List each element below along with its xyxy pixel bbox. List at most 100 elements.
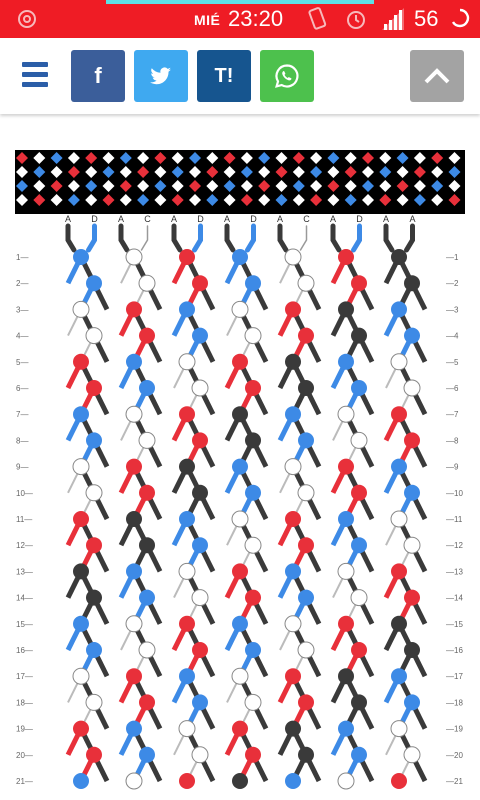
preview-knot xyxy=(362,180,374,192)
preview-knot xyxy=(310,152,323,164)
row-number-right: —9 xyxy=(446,463,459,472)
knot xyxy=(86,432,102,449)
knot xyxy=(179,249,195,265)
knot xyxy=(139,746,155,763)
preview-knot xyxy=(344,180,357,192)
knot xyxy=(285,668,301,685)
preview-knot xyxy=(240,180,253,192)
preview-knot xyxy=(396,194,409,206)
preview-knot xyxy=(431,194,444,206)
preview-knot xyxy=(137,152,150,164)
preview-knot xyxy=(379,180,392,192)
knot xyxy=(85,327,103,345)
knot xyxy=(192,432,208,449)
knot xyxy=(404,275,420,292)
knot xyxy=(72,458,90,476)
row-number-right: —13 xyxy=(446,567,463,576)
row-number-left: 1— xyxy=(16,253,28,262)
knot xyxy=(139,327,155,344)
row-number-left: 12— xyxy=(16,541,33,550)
knot xyxy=(337,562,355,580)
knot xyxy=(297,641,315,659)
string-label: A xyxy=(65,214,71,224)
preview-knot xyxy=(344,166,357,178)
preview-knot xyxy=(310,166,323,178)
knot xyxy=(351,642,367,658)
knot xyxy=(245,432,261,449)
knot xyxy=(350,431,368,449)
knot xyxy=(284,615,302,633)
knot xyxy=(191,746,209,764)
preview-knot xyxy=(396,180,409,192)
string-label: A xyxy=(330,214,336,224)
row-number-left: 4— xyxy=(16,332,28,341)
knot xyxy=(285,301,301,318)
row-number-left: 15— xyxy=(16,620,33,629)
knot xyxy=(73,406,89,423)
knot xyxy=(298,589,314,606)
knot xyxy=(86,642,102,658)
row-number-right: —18 xyxy=(446,698,463,707)
knot xyxy=(192,642,208,658)
knot xyxy=(390,353,408,371)
settings-icon xyxy=(18,10,36,28)
row-number-left: 13— xyxy=(16,567,33,576)
knot xyxy=(139,589,155,606)
knot xyxy=(126,458,142,475)
preview-knot xyxy=(396,166,409,178)
preview-knot xyxy=(119,194,132,206)
preview-knot xyxy=(189,194,201,206)
knot xyxy=(125,772,143,790)
string-top xyxy=(140,225,149,251)
knot xyxy=(232,563,248,580)
knot xyxy=(351,380,367,396)
status-accent-line xyxy=(106,0,374,4)
knot xyxy=(298,694,314,711)
preview-knot xyxy=(310,194,323,206)
knot xyxy=(138,641,156,659)
share-tuenti-button[interactable]: T! xyxy=(197,50,251,102)
preview-knot xyxy=(154,194,167,206)
knot xyxy=(231,300,249,318)
knot xyxy=(245,484,261,501)
preview-knot xyxy=(292,152,305,164)
row-number-right: —4 xyxy=(446,332,459,341)
menu-button[interactable] xyxy=(22,62,48,88)
knot xyxy=(245,380,261,396)
row-number-right: —8 xyxy=(446,436,459,445)
knot xyxy=(404,484,420,501)
knot xyxy=(298,537,314,554)
row-number-left: 8— xyxy=(16,436,28,445)
knot xyxy=(338,249,354,265)
knot xyxy=(232,458,248,475)
preview-knot xyxy=(85,166,98,178)
string-top xyxy=(171,223,183,253)
knot xyxy=(390,510,408,528)
preview-knot xyxy=(16,166,28,178)
string-label: C xyxy=(144,214,151,224)
preview-knot xyxy=(16,180,28,192)
knot xyxy=(232,615,248,632)
knot xyxy=(404,642,420,658)
preview-knot xyxy=(33,180,46,192)
knot xyxy=(391,301,407,318)
knot xyxy=(192,327,208,344)
scroll-top-button[interactable] xyxy=(410,50,464,102)
row-number-right: —5 xyxy=(446,358,459,367)
preview-knot xyxy=(154,152,167,164)
knot xyxy=(179,668,195,685)
share-facebook-button[interactable]: f xyxy=(71,50,125,102)
row-number-left: 21— xyxy=(16,777,33,786)
knot xyxy=(126,563,142,580)
preview-knot xyxy=(431,180,444,192)
knot xyxy=(232,353,248,370)
knot xyxy=(178,562,196,580)
preview-knot xyxy=(310,180,323,192)
preview-knot xyxy=(413,166,426,178)
share-whatsapp-button[interactable] xyxy=(260,50,314,102)
share-twitter-button[interactable] xyxy=(134,50,188,102)
knot xyxy=(126,668,142,685)
preview-knot xyxy=(206,152,219,164)
knot xyxy=(391,563,407,580)
row-number-right: —7 xyxy=(446,410,459,419)
